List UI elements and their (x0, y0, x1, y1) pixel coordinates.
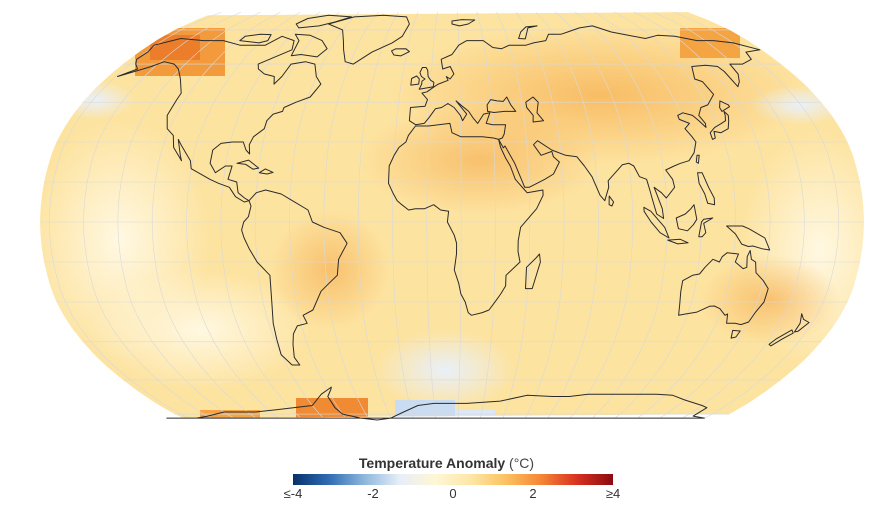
coastline-hokkaido (719, 100, 730, 112)
world-map (40, 11, 865, 421)
coastline-ireland (410, 75, 420, 86)
coastline-caspian (525, 96, 544, 123)
meridian--105 (186, 11, 301, 419)
meridian-30 (476, 12, 496, 419)
legend-tick-min: ≤-4 (283, 486, 303, 501)
legend-tick-pos2: 2 (529, 486, 537, 501)
coastline-tasmania (730, 329, 741, 339)
meridian--150 (83, 11, 242, 419)
legend-title-text: Temperature Anomaly (358, 455, 506, 471)
legend-tick-zero: 0 (449, 486, 457, 501)
meridian-75 (535, 11, 599, 419)
coastline-north-america (117, 35, 322, 203)
coastline-australia (678, 250, 769, 326)
legend-tick-neg2: -2 (367, 486, 379, 501)
coastline-philippines (697, 172, 716, 206)
coastline-java (667, 238, 689, 245)
coastline-madagascar (525, 253, 541, 290)
meridian-105 (574, 11, 668, 419)
coastline-africa (388, 122, 544, 316)
legend-title: Temperature Anomaly (°C) (0, 455, 893, 471)
coastline-japan (709, 110, 730, 140)
meridian--45 (323, 11, 379, 419)
meridian-0 (426, 12, 438, 419)
meridian-120 (594, 11, 702, 419)
coastline-antarctica (166, 386, 708, 421)
coastline-new-zealand-south (768, 329, 794, 347)
meridian-15 (456, 12, 462, 419)
legend-unit: (°C) (509, 455, 535, 471)
meridian-150 (633, 11, 771, 419)
coastline-sulawesi (698, 217, 714, 238)
legend-tick-max: ≥4 (605, 486, 621, 501)
meridian--165 (49, 11, 222, 419)
coastline-svalbard (451, 19, 476, 27)
meridian--135 (117, 11, 261, 419)
coastline-iceland (391, 48, 410, 57)
coastline-greenland (328, 14, 410, 65)
coastline-eurasia (408, 25, 761, 219)
anomaly-field (40, 12, 865, 419)
meridian-60 (515, 11, 565, 419)
coastline-taiwan (695, 154, 700, 164)
coastline-cuba (236, 159, 260, 170)
coastline-ellesmere (295, 14, 352, 29)
meridian-135 (614, 11, 736, 419)
color-scale-bar (293, 474, 613, 485)
meridian-180 (673, 11, 839, 419)
meridian--15 (392, 12, 419, 419)
meridian--30 (357, 11, 399, 419)
coastline-new-zealand-north (793, 313, 810, 333)
coastline-victoria-island (239, 33, 272, 44)
coastline-hispaniola (258, 168, 274, 175)
meridian-165 (653, 11, 805, 419)
coastline-sri-lanka (608, 195, 615, 207)
coastline-south-america (241, 189, 348, 366)
coastlines (117, 14, 810, 421)
coastline-novaya-zemlya (518, 25, 538, 40)
meridian-45 (496, 11, 531, 419)
coastline-borneo (675, 204, 698, 232)
coastline-sumatra (643, 206, 670, 239)
meridian--90 (220, 11, 320, 419)
meridian--120 (151, 11, 281, 419)
coastline-uk (418, 67, 435, 90)
coastline-black-sea (486, 96, 517, 113)
meridian--60 (289, 11, 360, 419)
coastline-new-guinea (726, 225, 771, 251)
meridian-90 (555, 11, 634, 419)
coastline-baffin (290, 33, 328, 58)
